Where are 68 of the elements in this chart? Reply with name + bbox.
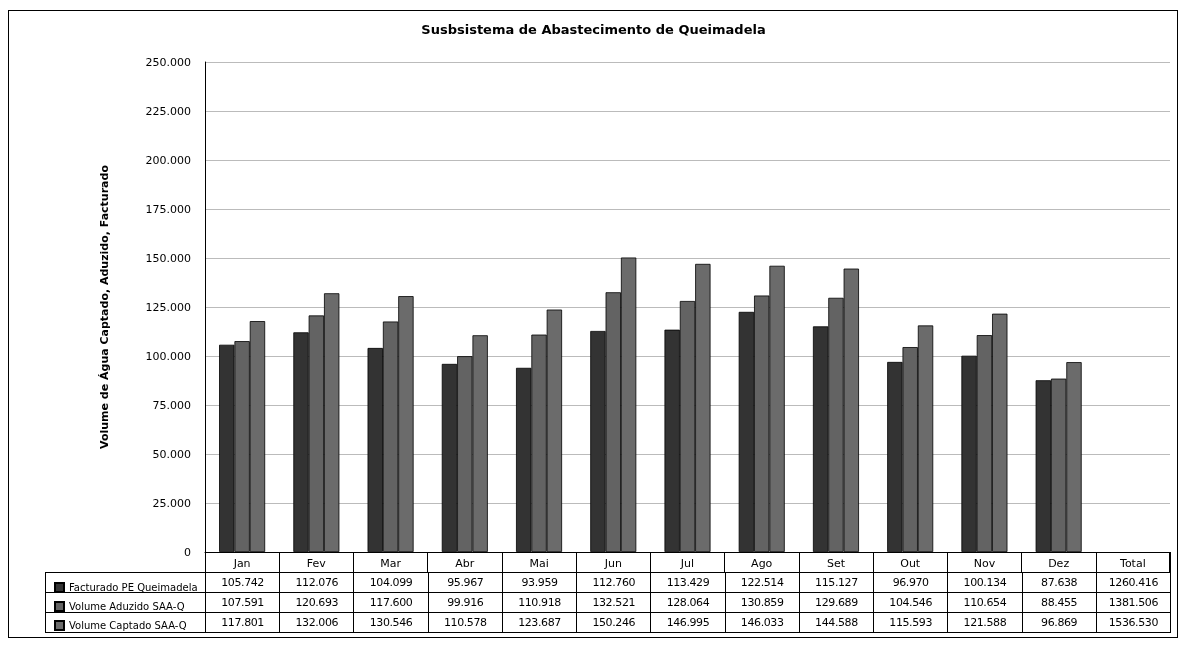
y-tick-label: 250.000 [145, 55, 191, 69]
x-tick-label: Ago [751, 557, 773, 570]
data-label: 117.801 [205, 612, 281, 633]
x-tick-label: Jan [232, 557, 251, 570]
data-label: 132.006 [279, 612, 355, 633]
y-tick-label: 125.000 [145, 300, 191, 314]
data-label: 144.588 [798, 612, 875, 633]
data-label: 96.869 [1021, 612, 1097, 633]
data-label: 112.076 [279, 572, 355, 593]
x-tick-label: Set [826, 557, 846, 570]
y-tick-label: 175.000 [145, 202, 191, 216]
x-tick-label: Total [1119, 557, 1146, 570]
x-tick-label: Nov [973, 557, 996, 570]
data-label: 146.995 [650, 612, 726, 633]
data-label: 128.064 [650, 592, 726, 613]
x-tick-label: Dez [1048, 557, 1070, 570]
data-label: 130.859 [724, 592, 800, 613]
x-tick-label: Mar [380, 557, 402, 570]
y-tick-label: 100.000 [145, 349, 191, 363]
data-label: 87.638 [1021, 572, 1097, 593]
data-label: 99.916 [427, 592, 503, 613]
data-label: 115.593 [873, 612, 949, 633]
data-label: 88.455 [1021, 592, 1097, 613]
y-tick-label: 50.000 [152, 447, 191, 461]
x-tick-label: Mai [529, 557, 549, 570]
data-label: 104.099 [353, 572, 429, 593]
legend-label: Facturado PE Queimadela [69, 582, 198, 593]
text: 1536.530 [1108, 616, 1159, 629]
y-tick-label: 225.000 [145, 104, 191, 118]
data-label: 110.578 [427, 612, 503, 633]
data-label: 122.514 [724, 572, 800, 593]
data-label: 123.687 [501, 612, 578, 633]
data-label: 129.689 [798, 592, 875, 613]
data-label: 120.693 [279, 592, 355, 613]
data-label: 112.760 [576, 572, 652, 593]
legend-label: Volume Captado SAA-Q [69, 620, 187, 631]
data-label: 105.742 [205, 572, 281, 593]
data-label: 110.918 [501, 592, 578, 613]
x-tick-label: Jul [679, 557, 695, 570]
y-tick-label: 150.000 [145, 251, 191, 265]
x-tick-label: Out [900, 557, 921, 570]
x-tick-label: Jun [603, 557, 622, 570]
data-label: 107.591 [205, 592, 281, 613]
chart-title: Susbsistema de Abastecimento de Queimadela [421, 22, 766, 37]
data-label: 93.959 [501, 572, 578, 593]
data-label: 96.970 [873, 572, 949, 593]
data-label: 100.134 [947, 572, 1023, 593]
x-tick-label: Abr [455, 557, 475, 570]
text: 1260.416 [1108, 576, 1159, 589]
y-tick-label: 200.000 [145, 153, 191, 167]
data-label: 121.588 [947, 612, 1023, 633]
x-tick-label: Fev [306, 557, 327, 570]
data-label: 150.246 [576, 612, 652, 633]
data-label: 113.429 [650, 572, 726, 593]
data-label: 115.127 [798, 572, 875, 593]
y-tick-label: 0 [184, 545, 191, 559]
legend-label: Volume Aduzido SAA-Q [69, 601, 185, 612]
y-tick-label: 25.000 [152, 496, 191, 510]
y-tick-label: 75.000 [152, 398, 191, 412]
data-label: 146.033 [724, 612, 800, 633]
data-label: 132.521 [576, 592, 652, 613]
data-label: 117.600 [353, 592, 429, 613]
data-label: 104.546 [873, 592, 949, 613]
data-label: 130.546 [353, 612, 429, 633]
data-label: 110.654 [947, 592, 1023, 613]
data-label: 95.967 [427, 572, 503, 593]
y-axis-title: Volume de Água Captado, Aduzido, Facturado [98, 164, 111, 449]
text: 1381.506 [1108, 596, 1159, 609]
